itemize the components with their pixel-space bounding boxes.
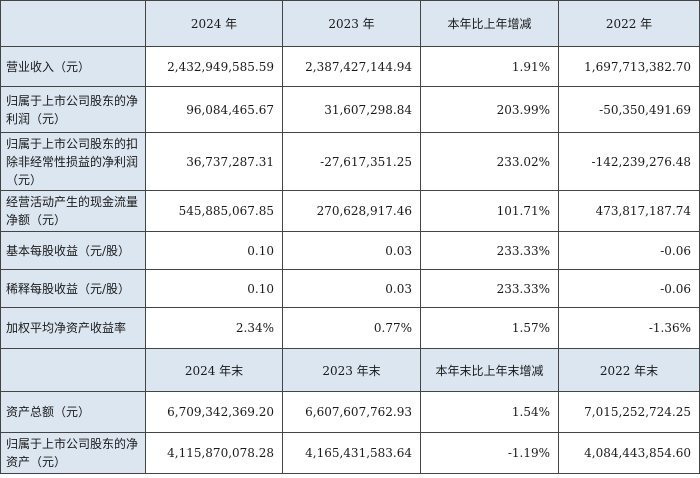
value-cell: 4,165,431,583.64 [282, 432, 421, 474]
value-cell: -0.06 [558, 269, 700, 308]
value-cell: 2,432,949,585.59 [145, 46, 283, 87]
table-row: 营业收入（元） 2,432,949,585.59 2,387,427,144.9… [0, 46, 700, 87]
value-cell: -27,617,351.25 [282, 132, 421, 191]
value-cell: 2.34% [145, 307, 283, 349]
value-cell: 1.54% [420, 391, 559, 433]
value-cell: 233.33% [420, 269, 559, 308]
row-label: 营业收入（元） [0, 46, 146, 87]
header-cell: 2023 年末 [282, 348, 421, 392]
header-cell: 2024 年末 [145, 348, 283, 392]
table-row: 资产总额（元） 6,709,342,369.20 6,607,607,762.9… [0, 391, 700, 433]
value-cell: 1.91% [420, 46, 559, 87]
table-row: 加权平均净资产收益率 2.34% 0.77% 1.57% -1.36% [0, 307, 700, 349]
header-blank-cell [0, 348, 146, 392]
header-cell: 2023 年 [282, 0, 421, 47]
value-cell: 0.03 [282, 269, 421, 308]
header-blank-cell [0, 0, 146, 47]
value-cell: 203.99% [420, 86, 559, 133]
value-cell: -1.19% [420, 432, 559, 474]
value-cell: -142,239,276.48 [558, 132, 700, 191]
value-cell: 233.33% [420, 231, 559, 270]
value-cell: 4,115,870,078.28 [145, 432, 283, 474]
value-cell: 36,737,287.31 [145, 132, 283, 191]
row-label: 稀释每股收益（元/股） [0, 269, 146, 308]
value-cell: 473,817,187.74 [558, 190, 700, 232]
value-cell: 545,885,067.85 [145, 190, 283, 232]
header-row-1: 2024 年 2023 年 本年比上年增减 2022 年 [0, 0, 700, 47]
table-row: 经营活动产生的现金流量净额（元） 545,885,067.85 270,628,… [0, 190, 700, 232]
value-cell: 4,084,443,854.60 [558, 432, 700, 474]
row-label: 经营活动产生的现金流量净额（元） [0, 190, 146, 232]
value-cell: 101.71% [420, 190, 559, 232]
value-cell: 96,084,465.67 [145, 86, 283, 133]
value-cell: 6,709,342,369.20 [145, 391, 283, 433]
value-cell: 0.10 [145, 231, 283, 270]
value-cell: 2,387,427,144.94 [282, 46, 421, 87]
value-cell: 6,607,607,762.93 [282, 391, 421, 433]
table-row: 归属于上市公司股东的净资产（元） 4,115,870,078.28 4,165,… [0, 432, 700, 474]
value-cell: 7,015,252,724.25 [558, 391, 700, 433]
value-cell: 270,628,917.46 [282, 190, 421, 232]
row-label: 归属于上市公司股东的扣除非经常性损益的净利润（元） [0, 132, 146, 191]
row-label: 基本每股收益（元/股） [0, 231, 146, 270]
value-cell: -0.06 [558, 231, 700, 270]
header-cell: 本年末比上年末增减 [420, 348, 559, 392]
value-cell: 1.57% [420, 307, 559, 349]
table-row: 归属于上市公司股东的扣除非经常性损益的净利润（元） 36,737,287.31 … [0, 132, 700, 191]
row-label: 归属于上市公司股东的净利润（元） [0, 86, 146, 133]
value-cell: -1.36% [558, 307, 700, 349]
header-cell: 2024 年 [145, 0, 283, 47]
header-cell: 本年比上年增减 [420, 0, 559, 47]
row-label: 归属于上市公司股东的净资产（元） [0, 432, 146, 474]
header-cell: 2022 年 [558, 0, 700, 47]
value-cell: 31,607,298.84 [282, 86, 421, 133]
row-label: 加权平均净资产收益率 [0, 307, 146, 349]
header-row-2: 2024 年末 2023 年末 本年末比上年末增减 2022 年末 [0, 348, 700, 392]
header-cell: 2022 年末 [558, 348, 700, 392]
value-cell: -50,350,491.69 [558, 86, 700, 133]
value-cell: 233.02% [420, 132, 559, 191]
table-row: 稀释每股收益（元/股） 0.10 0.03 233.33% -0.06 [0, 269, 700, 308]
value-cell: 1,697,713,382.70 [558, 46, 700, 87]
value-cell: 0.10 [145, 269, 283, 308]
value-cell: 0.77% [282, 307, 421, 349]
table-row: 基本每股收益（元/股） 0.10 0.03 233.33% -0.06 [0, 231, 700, 270]
value-cell: 0.03 [282, 231, 421, 270]
row-label: 资产总额（元） [0, 391, 146, 433]
table-row: 归属于上市公司股东的净利润（元） 96,084,465.67 31,607,29… [0, 86, 700, 133]
